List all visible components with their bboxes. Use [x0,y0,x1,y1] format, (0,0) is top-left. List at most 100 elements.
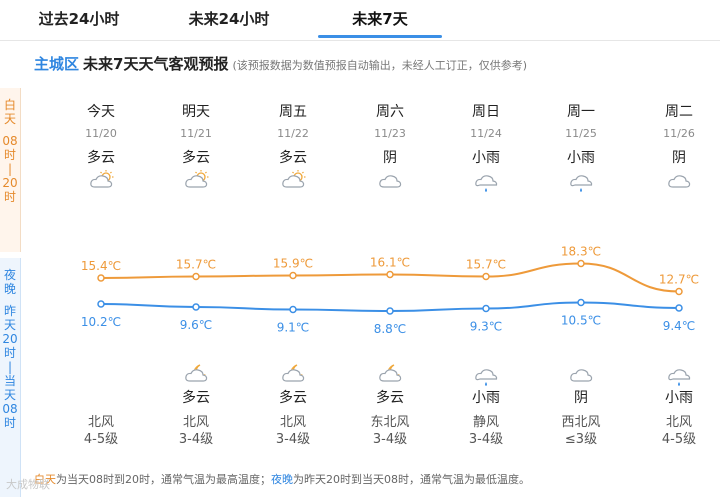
day-condition: 多云 [87,150,115,166]
day-weekday: 今天 [87,104,115,120]
active-tab-indicator [318,35,442,38]
low-temp-label: 10.2℃ [81,315,121,329]
wind-direction: 北风 [665,415,692,430]
day-weekday: 周五 [279,104,307,120]
night-condition: 小雨 [472,390,500,406]
high-temp-point [192,272,200,281]
night-char: 天 [3,388,16,402]
overcast-icon [567,363,595,385]
wind-level: 3-4级 [275,432,311,447]
footnote-night-word: 夜晚 [271,473,293,486]
forecast-heading: 主城区 未来7天天气客观预报 (该预报数据为数值预报自动输出，未经人工订正，仅供参考… [34,53,527,74]
night-char: 晚 [3,282,16,296]
night-char: 夜 [3,268,16,282]
night-condition: 阴 [574,390,588,406]
day-char: 08 [2,134,18,148]
wind-level: 3-4级 [468,432,504,447]
night-period-strip [0,258,21,497]
high-temp-label: 15.7℃ [176,258,216,272]
day-condition: 小雨 [472,150,500,166]
tab-next-7d[interactable]: 未来7天 [352,10,408,28]
day-weekday: 明天 [182,104,210,120]
low-temp-label: 9.4℃ [663,319,696,333]
day-weekday: 周六 [376,104,404,120]
light-rain-icon [567,169,595,192]
forecast-tabs: 过去24小时 未来24小时 未来7天 [0,0,720,41]
low-temp-label: 10.5℃ [561,314,601,328]
tab-next-24h[interactable]: 未来24小时 [188,10,270,28]
night-condition: 多云 [279,390,307,406]
day-period-label: 白天 08 时 | 20 时 [0,98,20,204]
day-condition: 多云 [182,150,210,166]
day-char: 20 [2,176,18,190]
partly-cloudy-night-icon [182,363,210,385]
day-date: 11/20 [85,127,117,140]
high-temp-label: 15.9℃ [273,257,313,271]
high-temp-label: 12.7℃ [659,273,699,287]
night-condition: 小雨 [665,390,693,406]
low-temp-point [192,303,200,311]
wind-direction: 东北风 [370,415,410,430]
footnote-day-text: 为当天08时到20时，通常气温为最高温度； [56,473,271,486]
wind-direction: 北风 [182,415,209,430]
low-temp-label: 9.6℃ [180,318,213,332]
high-temp-point [289,271,297,280]
day-date: 11/25 [565,127,597,140]
light-rain-icon [665,363,693,386]
high-temp-label: 16.1℃ [370,256,410,270]
day-char: 时 [3,148,16,162]
day-weekday: 周二 [665,104,693,120]
high-temp-label: 15.7℃ [466,258,506,272]
day-char: | [7,162,13,176]
night-char: 昨 [3,304,16,318]
page-title: 未来7天天气客观预报 [83,55,229,73]
partly-cloudy-night-icon [279,363,307,385]
night-char: 08 [2,402,18,416]
overcast-icon [376,169,404,191]
wind-direction: 北风 [279,415,306,430]
footnote-day-word: 白天 [34,473,56,486]
day-char: 天 [3,112,16,126]
day-condition: 阴 [383,150,397,166]
low-temp-point [675,304,683,312]
wind-level: 3-4级 [372,432,408,447]
high-temp-label: 18.3℃ [561,245,601,259]
high-temp-point [577,259,585,268]
day-date: 11/24 [470,127,502,140]
day-date: 11/22 [277,127,309,140]
low-temp-label: 9.1℃ [277,321,310,335]
low-temp-point [482,304,490,313]
day-condition: 阴 [672,150,686,166]
night-char: 时 [3,416,16,430]
low-temp-point [386,307,394,315]
partly-cloudy-day-icon [182,169,210,191]
day-condition: 多云 [279,150,307,166]
legend-footnote: 白天为当天08时到20时，通常气温为最高温度；夜晚为昨天20时到当天08时，通常… [34,471,530,487]
night-char: 时 [3,346,16,360]
day-period-strip [0,88,21,252]
high-temp-point [675,287,683,296]
low-temp-label: 8.8℃ [374,322,407,336]
night-char: 20 [2,332,18,346]
light-rain-icon [472,363,500,386]
day-date: 11/21 [180,127,212,140]
partly-cloudy-night-icon [376,363,404,385]
wind-direction: 静风 [472,415,499,430]
disclaimer-note: (该预报数据为数值预报自动输出，未经人工订正，仅供参考) [232,59,528,72]
day-weekday: 周一 [567,104,595,120]
night-char: 天 [3,318,16,332]
day-date: 11/26 [663,127,695,140]
night-condition: 多云 [376,390,404,406]
day-condition: 小雨 [567,150,595,166]
night-condition: 多云 [182,390,210,406]
day-weekday: 周日 [472,104,500,120]
district-name: 主城区 [34,55,80,73]
low-temp-point [577,298,585,307]
night-period-label: 夜晚 昨天 20 时 | 当天 08 时 [0,268,20,430]
low-temp-point [97,300,105,308]
night-char: 当 [3,374,16,388]
overcast-icon [665,169,693,191]
tab-past-24h[interactable]: 过去24小时 [38,10,120,28]
watermark-text: 大成物联 [6,478,50,491]
